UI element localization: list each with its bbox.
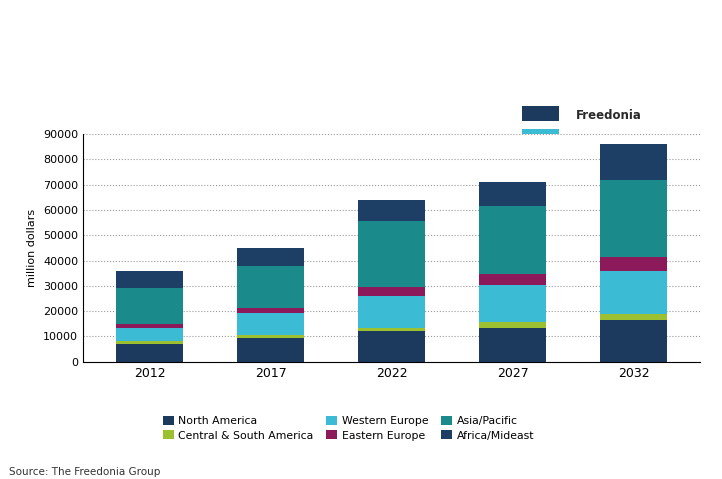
Bar xyxy=(601,320,667,362)
Bar xyxy=(358,328,425,331)
Bar xyxy=(522,141,546,150)
Bar xyxy=(238,335,304,338)
Bar xyxy=(522,106,560,121)
Bar xyxy=(238,313,304,335)
Y-axis label: million dollars: million dollars xyxy=(27,209,38,287)
Bar xyxy=(601,144,667,180)
Bar xyxy=(601,257,667,271)
Text: 2012, 2017, 2022, 2027, & 2032: 2012, 2017, 2022, 2027, & 2032 xyxy=(9,47,220,60)
Bar xyxy=(601,180,667,257)
Bar xyxy=(522,129,560,138)
Bar xyxy=(116,328,183,342)
Text: Global Access Control & Lock Demand by Region,: Global Access Control & Lock Demand by R… xyxy=(9,22,335,35)
Bar xyxy=(238,248,304,266)
Bar xyxy=(238,308,304,313)
Text: (million dollars): (million dollars) xyxy=(9,72,113,85)
Bar xyxy=(479,182,546,206)
Bar xyxy=(358,296,425,328)
Text: Source: The Freedonia Group: Source: The Freedonia Group xyxy=(9,467,160,477)
Bar xyxy=(601,314,667,320)
Bar xyxy=(479,206,546,274)
Bar xyxy=(238,266,304,308)
Bar xyxy=(601,271,667,314)
Text: Group: Group xyxy=(576,134,606,144)
Bar xyxy=(358,200,425,221)
Bar xyxy=(238,338,304,362)
Bar xyxy=(116,271,183,288)
Legend: North America, Central & South America, Western Europe, Eastern Europe, Asia/Pac: North America, Central & South America, … xyxy=(159,411,538,445)
Text: Freedonia: Freedonia xyxy=(576,109,642,122)
Bar xyxy=(479,322,546,328)
Bar xyxy=(116,288,183,324)
Bar xyxy=(116,342,183,344)
Bar xyxy=(116,324,183,328)
Bar xyxy=(358,287,425,296)
Bar xyxy=(116,344,183,362)
Text: Figure 3-2.: Figure 3-2. xyxy=(9,0,81,12)
Bar xyxy=(358,331,425,362)
Bar xyxy=(479,285,546,322)
Bar xyxy=(479,274,546,285)
Bar xyxy=(479,328,546,362)
Bar xyxy=(358,221,425,287)
